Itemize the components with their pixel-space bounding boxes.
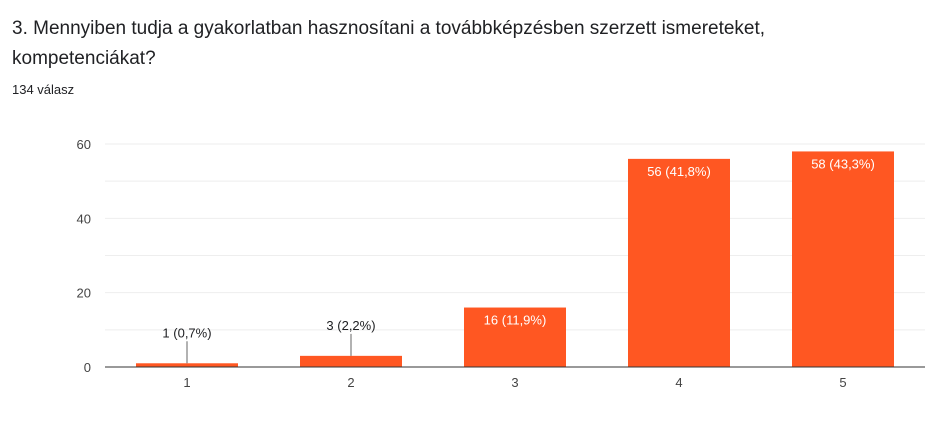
y-tick-label: 60 <box>77 137 91 152</box>
x-tick-label: 5 <box>839 375 846 390</box>
data-label: 56 (41,8%) <box>647 164 711 179</box>
data-label: 58 (43,3%) <box>811 156 875 171</box>
bar <box>464 307 566 367</box>
bar <box>792 151 894 367</box>
y-tick-label: 0 <box>84 360 91 375</box>
data-label: 3 (2,2%) <box>326 318 375 333</box>
y-tick-label: 20 <box>77 286 91 301</box>
bar <box>136 363 238 367</box>
x-tick-label: 3 <box>511 375 518 390</box>
x-tick-label: 2 <box>347 375 354 390</box>
data-label: 1 (0,7%) <box>162 325 211 340</box>
bar <box>300 355 402 367</box>
question-title: 3. Mennyiben tudja a gyakorlatban haszno… <box>12 18 766 69</box>
data-label: 16 (11,9%) <box>484 313 547 328</box>
x-tick-label: 1 <box>183 375 190 390</box>
bar <box>628 158 730 367</box>
response-count: 134 válasz <box>12 82 75 97</box>
y-tick-label: 40 <box>77 211 91 226</box>
x-tick-label: 4 <box>675 375 682 390</box>
